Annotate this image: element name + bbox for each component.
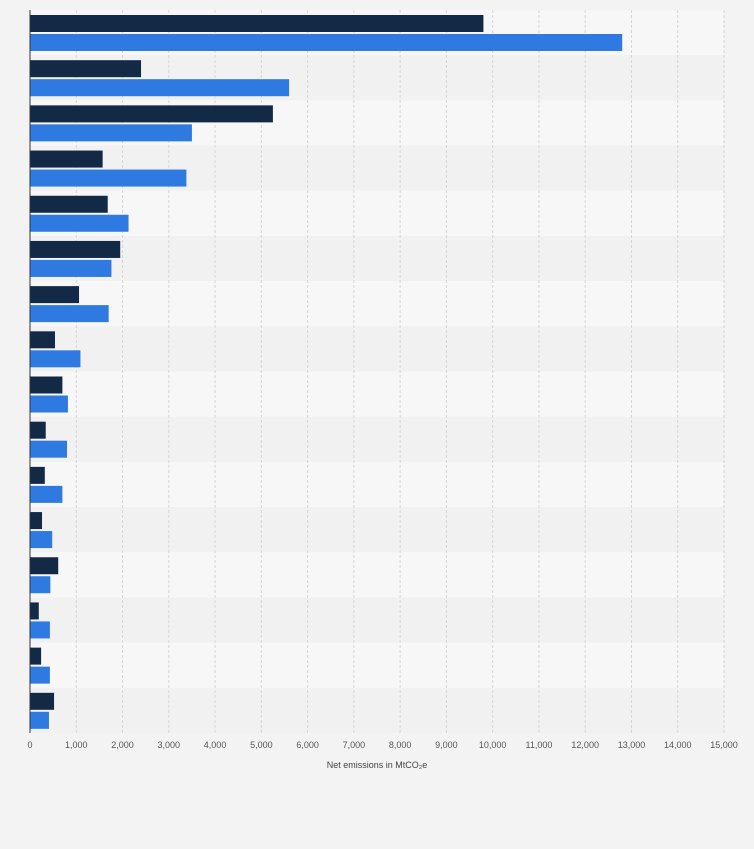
category-band-12 bbox=[30, 507, 724, 553]
bar-series-1-row-4 bbox=[30, 150, 103, 168]
bar-series-2-row-7 bbox=[30, 305, 109, 323]
x-tick-label: 13,000 bbox=[618, 740, 646, 750]
category-bands bbox=[30, 10, 724, 733]
x-tick-label: 7,000 bbox=[343, 740, 366, 750]
bar-series-2-row-11 bbox=[30, 485, 63, 503]
x-axis-ticks: 0 1,000 2,000 3,000 4,000 5,000 6,000 7,000 8,00… bbox=[27, 740, 737, 750]
bar-series-1-row-8 bbox=[30, 331, 55, 349]
bar-series-2-row-3 bbox=[30, 124, 192, 142]
category-band-13 bbox=[30, 552, 724, 598]
bar-series-1-row-7 bbox=[30, 286, 80, 304]
bar-series-2-row-2 bbox=[30, 79, 290, 97]
bar-series-1-row-2 bbox=[30, 60, 142, 78]
category-band-8 bbox=[30, 326, 724, 372]
bar-series-1-row-11 bbox=[30, 466, 45, 484]
bar-series-2-row-6 bbox=[30, 259, 112, 277]
bar-series-1-row-6 bbox=[30, 240, 121, 258]
x-tick-label: 8,000 bbox=[389, 740, 412, 750]
bars bbox=[30, 15, 623, 729]
bar-series-1-row-3 bbox=[30, 105, 273, 123]
bar-series-1-row-14 bbox=[30, 602, 39, 620]
x-tick-label: 15,000 bbox=[710, 740, 738, 750]
x-tick-label: 6,000 bbox=[296, 740, 319, 750]
category-band-9 bbox=[30, 371, 724, 417]
x-axis-title: Net emissions in MtCO₂e bbox=[327, 760, 428, 770]
bar-series-1-row-10 bbox=[30, 421, 46, 439]
bar-series-1-row-5 bbox=[30, 195, 108, 213]
x-tick-label: 3,000 bbox=[158, 740, 181, 750]
x-tick-label: 1,000 bbox=[65, 740, 88, 750]
bar-series-2-row-15 bbox=[30, 666, 50, 684]
x-tick-label: 12,000 bbox=[571, 740, 599, 750]
category-band-16 bbox=[30, 687, 724, 733]
bar-series-1-row-12 bbox=[30, 512, 43, 530]
bar-series-2-row-10 bbox=[30, 440, 68, 458]
x-tick-label: 2,000 bbox=[111, 740, 134, 750]
x-tick-label: 5,000 bbox=[250, 740, 273, 750]
x-tick-label: 14,000 bbox=[664, 740, 692, 750]
category-band-15 bbox=[30, 642, 724, 688]
category-band-6 bbox=[30, 235, 724, 282]
bar-series-2-row-1 bbox=[30, 34, 623, 51]
bar-series-2-row-5 bbox=[30, 214, 129, 232]
bar-series-1-row-16 bbox=[30, 692, 55, 710]
category-band-11 bbox=[30, 461, 724, 508]
bar-series-2-row-12 bbox=[30, 531, 53, 549]
bar-series-2-row-8 bbox=[30, 350, 81, 368]
bar-series-2-row-13 bbox=[30, 576, 51, 594]
bar-series-2-row-4 bbox=[30, 169, 187, 187]
bar-series-1-row-1 bbox=[30, 15, 484, 32]
x-tick-label: 10,000 bbox=[479, 740, 507, 750]
category-band-14 bbox=[30, 597, 724, 643]
x-tick-label: 0 bbox=[27, 740, 32, 750]
category-band-5 bbox=[30, 190, 724, 236]
x-tick-label: 4,000 bbox=[204, 740, 227, 750]
bar-series-1-row-9 bbox=[30, 376, 63, 394]
category-band-7 bbox=[30, 281, 724, 327]
x-tick-label: 9,000 bbox=[435, 740, 458, 750]
x-tick-label: 11,000 bbox=[526, 740, 553, 750]
bar-series-1-row-15 bbox=[30, 647, 42, 665]
bar-series-2-row-14 bbox=[30, 621, 50, 639]
category-band-10 bbox=[30, 416, 724, 462]
bar-series-1-row-13 bbox=[30, 557, 59, 575]
bar-series-2-row-16 bbox=[30, 711, 49, 729]
bar-series-2-row-9 bbox=[30, 395, 68, 413]
